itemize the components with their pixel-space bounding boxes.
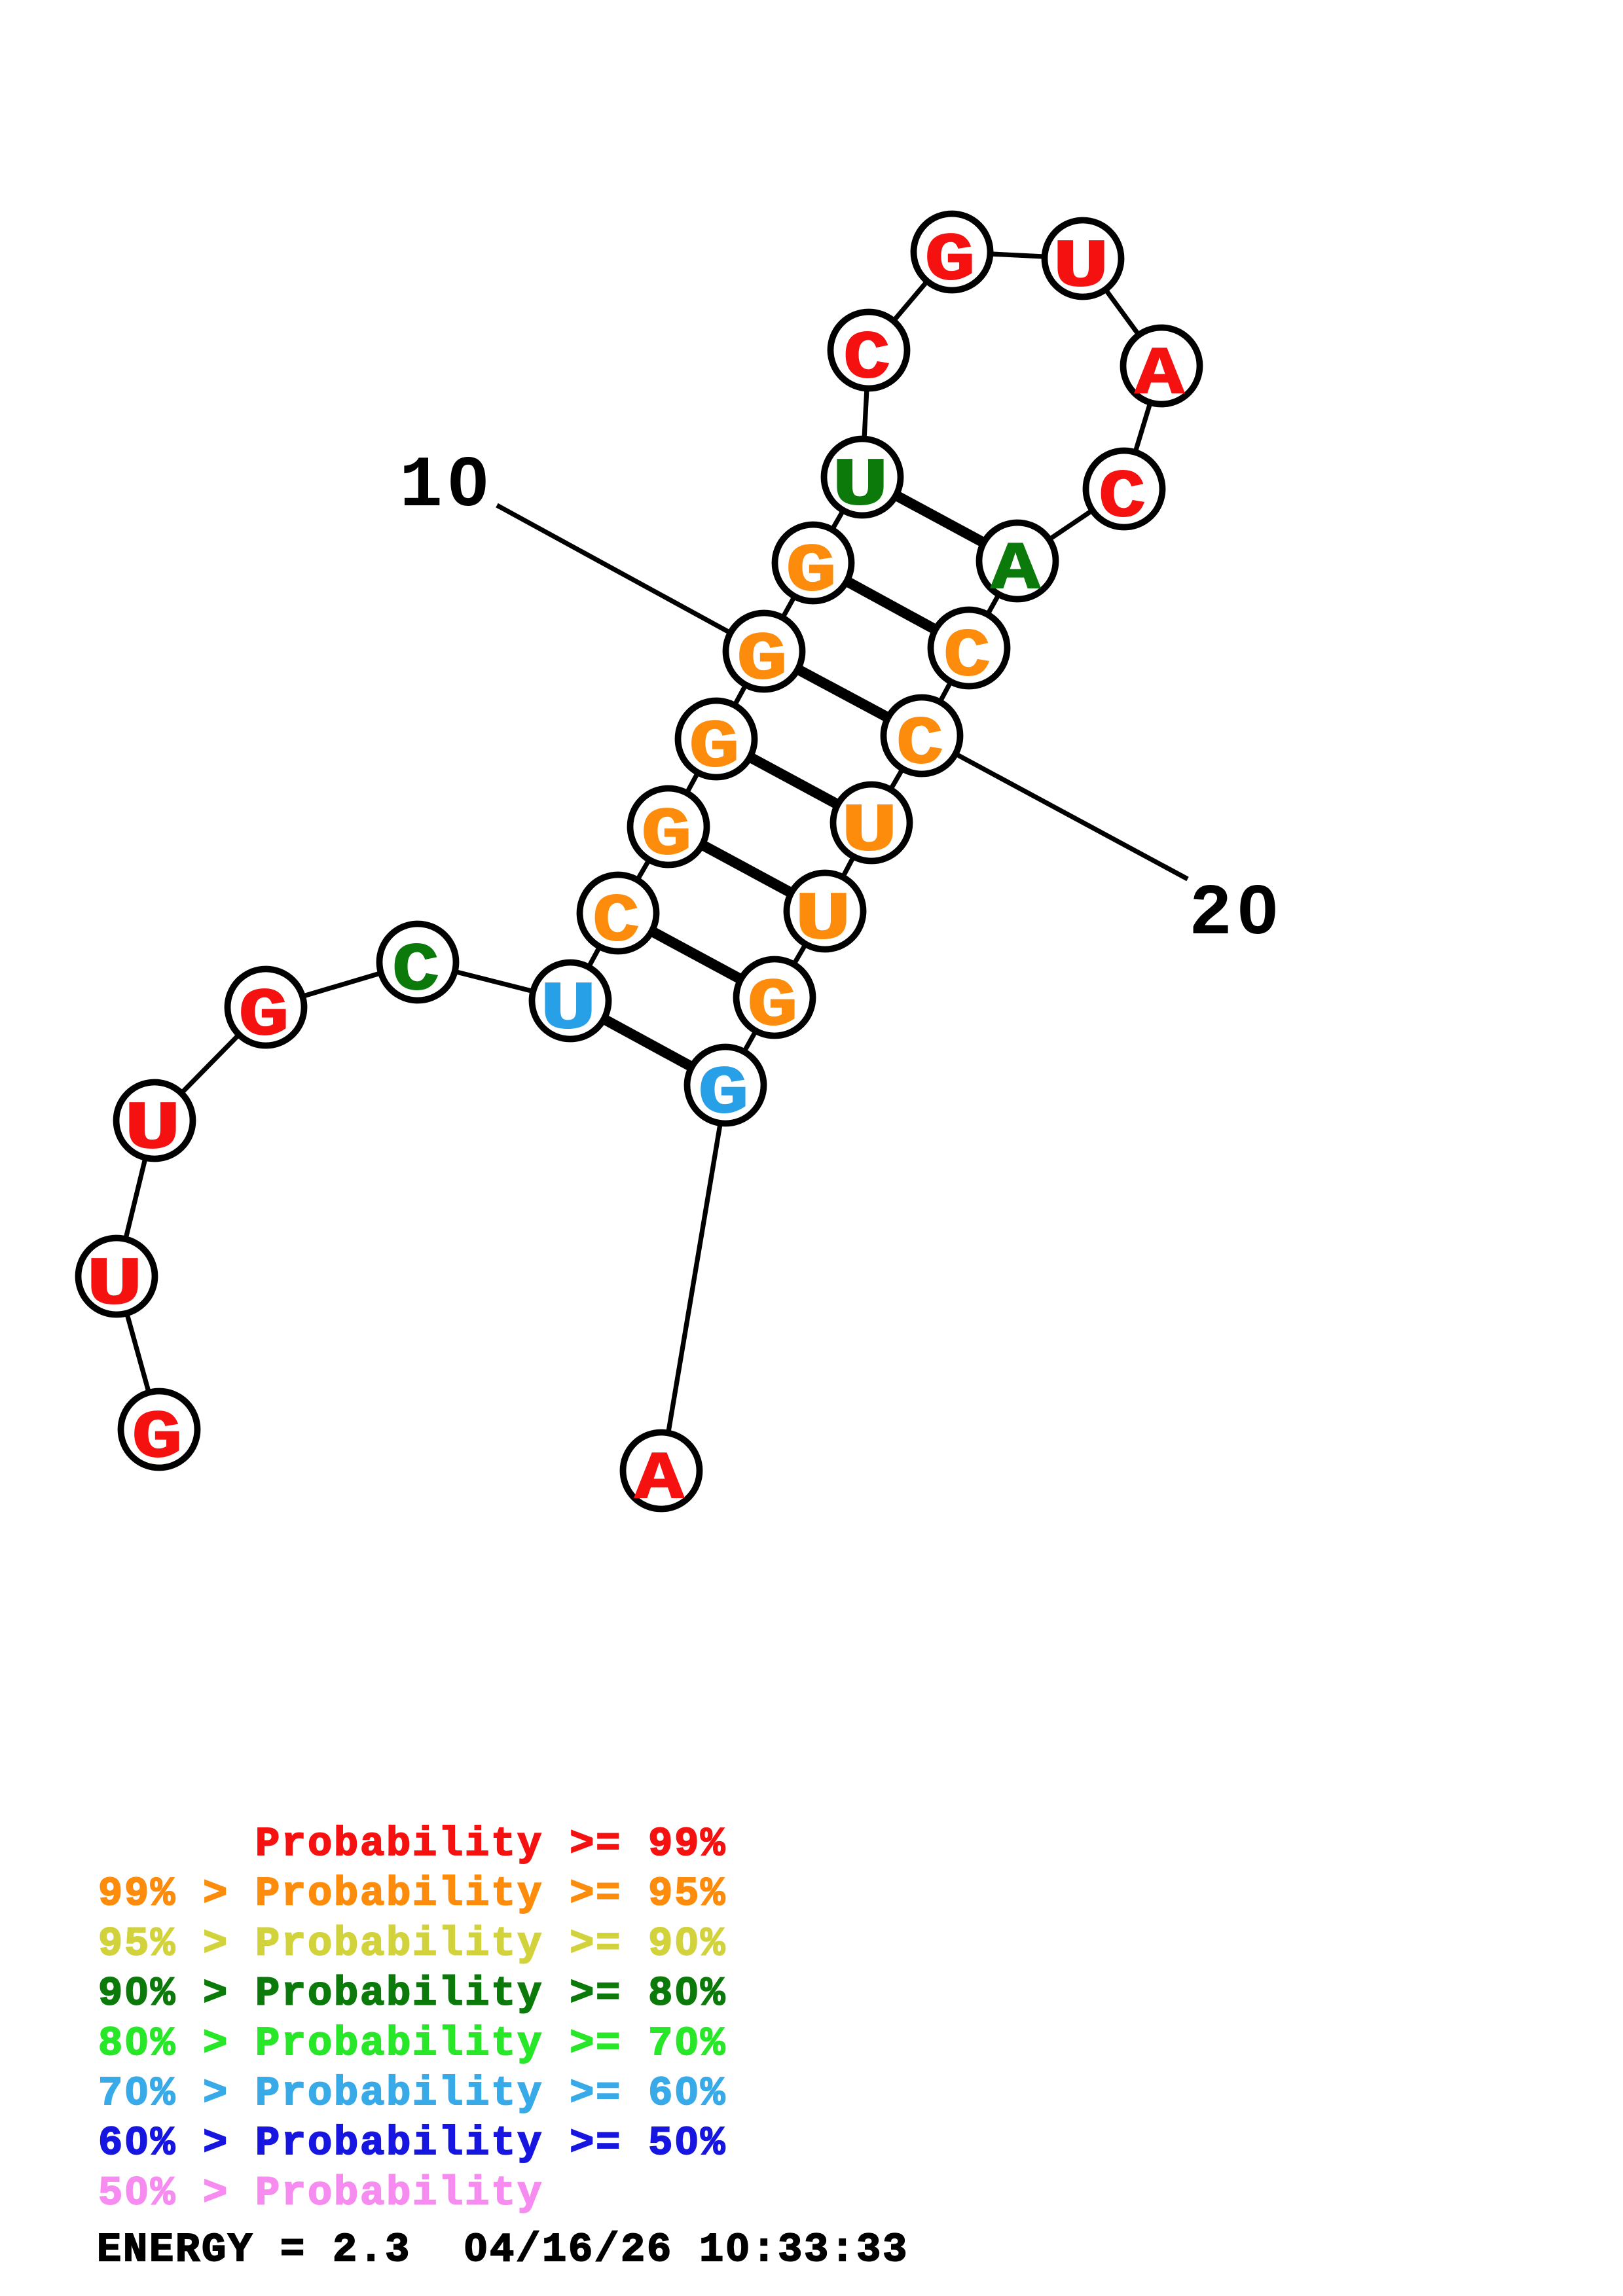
svg-text:95% > Probability >= 90%: 95% > Probability >= 90% — [98, 1920, 727, 1967]
svg-text:Probability >= 99%: Probability >= 99% — [255, 1821, 727, 1867]
svg-text:G: G — [786, 534, 836, 611]
svg-text:G: G — [238, 978, 289, 1055]
svg-text:A: A — [1135, 337, 1184, 413]
svg-text:C: C — [896, 707, 943, 783]
svg-text:U: U — [841, 794, 898, 870]
svg-text:G: G — [689, 710, 739, 787]
svg-text:G: G — [747, 969, 797, 1045]
svg-text:C: C — [843, 321, 890, 397]
svg-text:C: C — [593, 884, 640, 960]
svg-text:04/16/26 10:33:33: 04/16/26 10:33:33 — [464, 2227, 909, 2273]
svg-text:U: U — [86, 1247, 143, 1324]
svg-text:G: G — [924, 223, 975, 300]
svg-text:90% > Probability >= 80%: 90% > Probability >= 80% — [98, 1971, 727, 2017]
svg-text:G: G — [132, 1401, 182, 1477]
svg-text:U: U — [124, 1092, 181, 1168]
svg-text:99% > Probability >= 95%: 99% > Probability >= 95% — [98, 1871, 727, 1917]
svg-text:60% > Probability >= 50%: 60% > Probability >= 50% — [98, 2120, 727, 2166]
svg-text:10: 10 — [399, 446, 494, 528]
svg-text:U: U — [795, 882, 852, 959]
svg-text:G: G — [641, 798, 691, 874]
svg-text:C: C — [1099, 460, 1146, 536]
svg-text:ENERGY = 2.3: ENERGY = 2.3 — [97, 2227, 411, 2273]
svg-text:U: U — [1053, 230, 1110, 306]
svg-text:G: G — [698, 1056, 748, 1133]
svg-text:C: C — [943, 619, 991, 695]
svg-text:C: C — [392, 933, 439, 1009]
svg-text:U: U — [540, 972, 597, 1049]
svg-text:U: U — [832, 448, 889, 525]
svg-text:20: 20 — [1189, 874, 1283, 956]
svg-text:80% > Probability >= 70%: 80% > Probability >= 70% — [98, 2020, 727, 2067]
svg-text:70% > Probability >= 60%: 70% > Probability >= 60% — [98, 2070, 727, 2117]
svg-text:A: A — [635, 1442, 684, 1518]
svg-text:50% > Probability: 50% > Probability — [98, 2170, 543, 2216]
svg-text:G: G — [737, 622, 787, 699]
svg-text:A: A — [991, 532, 1040, 608]
